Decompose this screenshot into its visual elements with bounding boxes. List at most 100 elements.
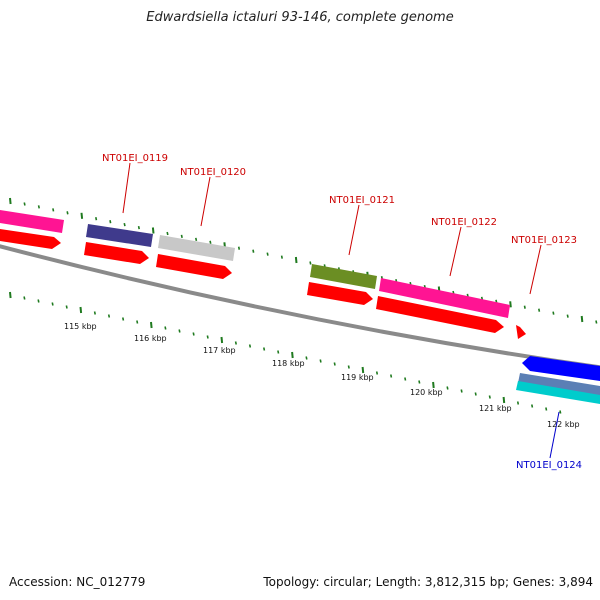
gene-arrow-blue[interactable] <box>522 356 600 381</box>
scale-major-tick <box>79 306 83 314</box>
leader-line-0121 <box>348 204 360 256</box>
scale-minor-tick <box>51 302 54 306</box>
gene-label-0123[interactable]: NT01EI_0123 <box>511 235 577 246</box>
leader-line-0123 <box>529 244 542 295</box>
scale-minor-tick <box>206 335 209 339</box>
scale-label-115: 115 kbp <box>64 322 97 331</box>
gene-box-steel[interactable] <box>518 373 600 396</box>
gene-box-cyan[interactable] <box>516 381 600 404</box>
upper-minor-tick <box>552 311 555 315</box>
upper-minor-tick <box>137 225 140 230</box>
upper-major-tick <box>9 197 12 205</box>
scale-minor-tick <box>164 326 167 330</box>
gene-label-0121[interactable]: NT01EI_0121 <box>329 195 395 206</box>
leader-line-0120 <box>200 176 211 227</box>
scale-minor-tick <box>234 341 237 345</box>
gene-label-0124[interactable]: NT01EI_0124 <box>516 460 582 471</box>
scale-major-tick <box>502 396 506 404</box>
cds-arrow-6[interactable] <box>516 325 526 339</box>
gene-label-0122[interactable]: NT01EI_0122 <box>431 217 497 228</box>
leader-line-0119 <box>122 162 131 214</box>
gene-box-pink-left[interactable] <box>0 210 64 233</box>
scale-minor-tick <box>37 299 40 303</box>
scale-minor-tick <box>305 356 308 360</box>
upper-minor-tick <box>252 249 255 253</box>
upper-major-tick <box>151 227 155 234</box>
scale-label-122: 122 kbp <box>547 420 580 429</box>
cds-arrow-3[interactable] <box>156 254 232 279</box>
scale-major-tick <box>361 366 365 374</box>
scale-minor-tick <box>319 359 322 363</box>
upper-minor-tick <box>595 320 598 324</box>
upper-minor-tick <box>123 222 126 227</box>
scale-minor-tick <box>107 314 111 318</box>
scale-minor-tick <box>531 404 534 408</box>
scale-minor-tick <box>65 305 68 309</box>
scale-label-116: 116 kbp <box>134 334 167 343</box>
upper-minor-tick <box>209 240 212 244</box>
genome-backbone <box>0 244 600 370</box>
upper-minor-tick <box>195 237 198 242</box>
scale-minor-tick <box>418 380 421 384</box>
cds-arrow-2[interactable] <box>84 242 149 264</box>
upper-major-tick <box>509 301 512 308</box>
scale-minor-tick <box>375 371 379 375</box>
cds-arrow-5[interactable] <box>376 296 504 333</box>
cds-arrow-4[interactable] <box>307 282 373 305</box>
cds-arrow-1[interactable] <box>0 229 61 249</box>
scale-label-118: 118 kbp <box>272 359 305 368</box>
scale-minor-tick <box>516 401 520 405</box>
scale-minor-tick <box>488 395 491 399</box>
upper-minor-tick <box>237 246 241 250</box>
upper-minor-tick <box>95 217 98 221</box>
upper-minor-tick <box>66 211 69 215</box>
scale-tick-row <box>9 291 562 414</box>
upper-minor-tick <box>37 205 40 209</box>
scale-minor-tick <box>93 311 96 315</box>
gene-box-pink[interactable] <box>379 278 510 318</box>
leader-line-0124 <box>549 411 560 459</box>
leader-line-0122 <box>449 226 462 277</box>
map-title: Edwardsiella ictaluri 93-146, complete g… <box>146 10 454 25</box>
scale-minor-tick <box>263 347 266 351</box>
gene-box-navy[interactable] <box>86 224 153 247</box>
scale-minor-tick <box>404 377 407 381</box>
scale-minor-tick <box>390 374 393 378</box>
upper-minor-tick <box>23 202 26 206</box>
upper-minor-tick <box>566 314 569 318</box>
scale-minor-tick <box>460 389 463 393</box>
gene-box-olive[interactable] <box>310 264 377 289</box>
upper-minor-tick <box>266 252 269 256</box>
upper-minor-tick <box>523 305 526 309</box>
upper-minor-tick <box>180 234 183 239</box>
scale-minor-tick <box>23 296 26 300</box>
scale-label-120: 120 kbp <box>410 388 443 397</box>
scale-minor-tick <box>559 410 562 414</box>
scale-label-117: 117 kbp <box>203 346 236 355</box>
scale-minor-tick <box>192 332 195 336</box>
accession-text: Accession: NC_012779 <box>9 575 146 589</box>
scale-minor-tick <box>333 362 336 366</box>
upper-major-tick <box>580 315 584 323</box>
upper-minor-tick <box>52 208 55 212</box>
upper-major-tick <box>80 212 84 219</box>
genome-summary-text: Topology: circular; Length: 3,812,315 bp… <box>263 575 593 589</box>
scale-major-tick <box>9 291 12 299</box>
gene-label-0119[interactable]: NT01EI_0119 <box>102 153 168 164</box>
gene-box-silver[interactable] <box>158 235 235 261</box>
upper-minor-tick <box>166 231 169 236</box>
upper-minor-tick <box>109 220 112 224</box>
upper-minor-tick <box>309 261 312 265</box>
gene-label-0120[interactable]: NT01EI_0120 <box>180 167 246 178</box>
scale-label-119: 119 kbp <box>341 373 374 382</box>
scale-major-tick <box>150 321 153 329</box>
scale-minor-tick <box>277 350 280 354</box>
scale-minor-tick <box>446 386 449 390</box>
upper-tick-row <box>9 197 598 324</box>
scale-label-121: 121 kbp <box>479 404 512 413</box>
scale-minor-tick <box>347 365 350 369</box>
scale-minor-tick <box>178 329 181 333</box>
scale-minor-tick <box>122 317 125 321</box>
scale-major-tick <box>432 381 435 389</box>
